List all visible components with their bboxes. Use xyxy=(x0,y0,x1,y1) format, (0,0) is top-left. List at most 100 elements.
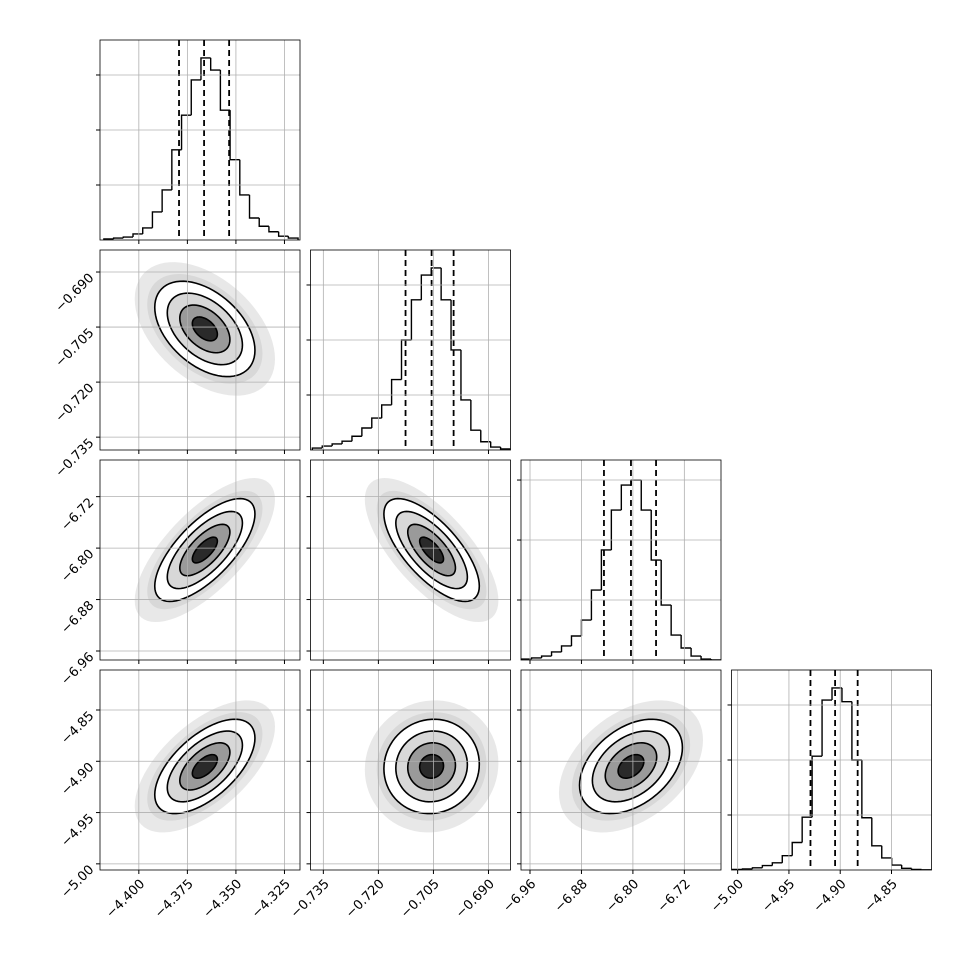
contour-line xyxy=(179,304,231,354)
histogram-step xyxy=(560,645,572,652)
histogram-step xyxy=(420,274,432,300)
histogram-step xyxy=(640,480,652,511)
histogram-step xyxy=(841,687,852,703)
histogram-step xyxy=(610,509,622,550)
contour-line xyxy=(166,510,244,590)
histogram-step xyxy=(670,605,682,636)
panel xyxy=(306,249,511,454)
density-fill xyxy=(192,537,218,563)
histogram-step xyxy=(229,110,240,161)
histogram-step xyxy=(590,589,602,621)
histogram-step xyxy=(219,70,231,111)
panel: −0.735−0.720−0.705−0.690 xyxy=(53,249,301,481)
contour-line xyxy=(578,718,684,815)
plot-area xyxy=(521,460,721,660)
histogram-step xyxy=(600,549,612,591)
histogram-step xyxy=(371,417,382,428)
x-tick-label: −4.85 xyxy=(862,877,901,916)
panel xyxy=(306,459,511,664)
panel: −5.00 −4.95 −4.90 −4.85 xyxy=(708,669,932,916)
panel-frame xyxy=(99,39,301,241)
histogram-step xyxy=(239,159,250,196)
histogram-step xyxy=(460,349,471,401)
plot-area xyxy=(134,262,275,396)
histogram-step xyxy=(122,236,134,239)
histogram-step xyxy=(142,227,153,234)
histogram-step xyxy=(258,217,269,227)
density-fill xyxy=(419,754,444,779)
histogram-step xyxy=(361,427,372,437)
y-tick-label: −6.88 xyxy=(59,598,98,637)
x-tick-label: −4.90 xyxy=(811,877,850,916)
histogram-step xyxy=(180,114,192,150)
panel-frame xyxy=(731,669,932,871)
panel-frame xyxy=(99,249,301,451)
plot-area xyxy=(134,478,275,623)
panel: −6.96 −6.88 −6.80 −6.72 xyxy=(59,459,301,688)
histogram-step xyxy=(341,440,352,444)
histogram-step xyxy=(680,635,692,649)
histogram-step xyxy=(761,864,773,868)
panel-frame xyxy=(99,669,301,871)
x-tick-label: −6.88 xyxy=(552,877,591,916)
histogram-step xyxy=(331,443,343,447)
contour-line xyxy=(406,742,457,791)
contour-line xyxy=(153,497,256,603)
histogram-step xyxy=(690,648,702,657)
y-tick-label: −4.85 xyxy=(59,709,98,748)
plot-area xyxy=(311,250,511,450)
histogram-step xyxy=(660,560,672,606)
histogram-step xyxy=(430,267,442,276)
contour-line xyxy=(604,742,658,791)
density-fill xyxy=(618,754,644,779)
histogram-step xyxy=(161,189,172,212)
y-tick-label: −6.80 xyxy=(59,547,98,586)
plot-area xyxy=(558,700,703,833)
contour-line xyxy=(418,753,445,780)
contour-line xyxy=(418,536,445,564)
x-tick-label: −4.375 xyxy=(152,877,197,922)
x-tick-label: −0.720 xyxy=(343,877,388,922)
x-tick-label: −6.80 xyxy=(603,877,642,916)
y-tick-label: −5.00 xyxy=(59,863,98,902)
histogram-step xyxy=(171,149,182,190)
histogram-step xyxy=(321,445,333,449)
histogram-step xyxy=(881,845,892,859)
histogram-step xyxy=(268,226,279,233)
y-tick-label: −0.720 xyxy=(53,381,98,426)
histogram-step xyxy=(801,816,813,843)
contour-line xyxy=(166,292,244,366)
density-fill xyxy=(419,537,444,563)
histogram-step xyxy=(811,755,823,818)
histogram-step xyxy=(791,841,803,856)
histogram-step xyxy=(781,854,793,863)
panel-frame xyxy=(520,669,722,871)
histogram-step xyxy=(287,236,299,240)
contour-line xyxy=(406,523,457,577)
x-tick-label: −0.735 xyxy=(288,877,333,922)
y-tick-label: −0.705 xyxy=(53,326,98,371)
contour-line xyxy=(395,730,469,803)
histogram-step xyxy=(390,378,402,405)
y-tick-label: −6.72 xyxy=(59,495,98,534)
plot-area xyxy=(731,670,932,870)
contour-line xyxy=(179,742,231,791)
x-tick-label: −4.95 xyxy=(759,877,798,916)
x-tick-label: −6.96 xyxy=(501,877,540,916)
plot-area xyxy=(364,478,499,623)
histogram-step xyxy=(831,687,842,701)
panel: −0.735−0.720−0.705−0.690 xyxy=(288,669,511,922)
histogram-step xyxy=(861,759,872,819)
y-tick-label: −0.735 xyxy=(53,436,98,481)
histogram-step xyxy=(751,867,763,869)
histogram-step xyxy=(710,659,721,660)
histogram-step xyxy=(209,57,221,71)
histogram-step xyxy=(450,299,461,351)
histogram-step xyxy=(440,267,452,301)
panel-frame xyxy=(310,249,511,451)
panel-frame xyxy=(99,459,301,661)
histogram-step xyxy=(112,237,124,240)
histogram-step xyxy=(771,862,783,866)
panel: −4.400 −4.375 −4.350 −4.325 −5.00 −4.95 −4.90 −… xyxy=(59,669,301,922)
